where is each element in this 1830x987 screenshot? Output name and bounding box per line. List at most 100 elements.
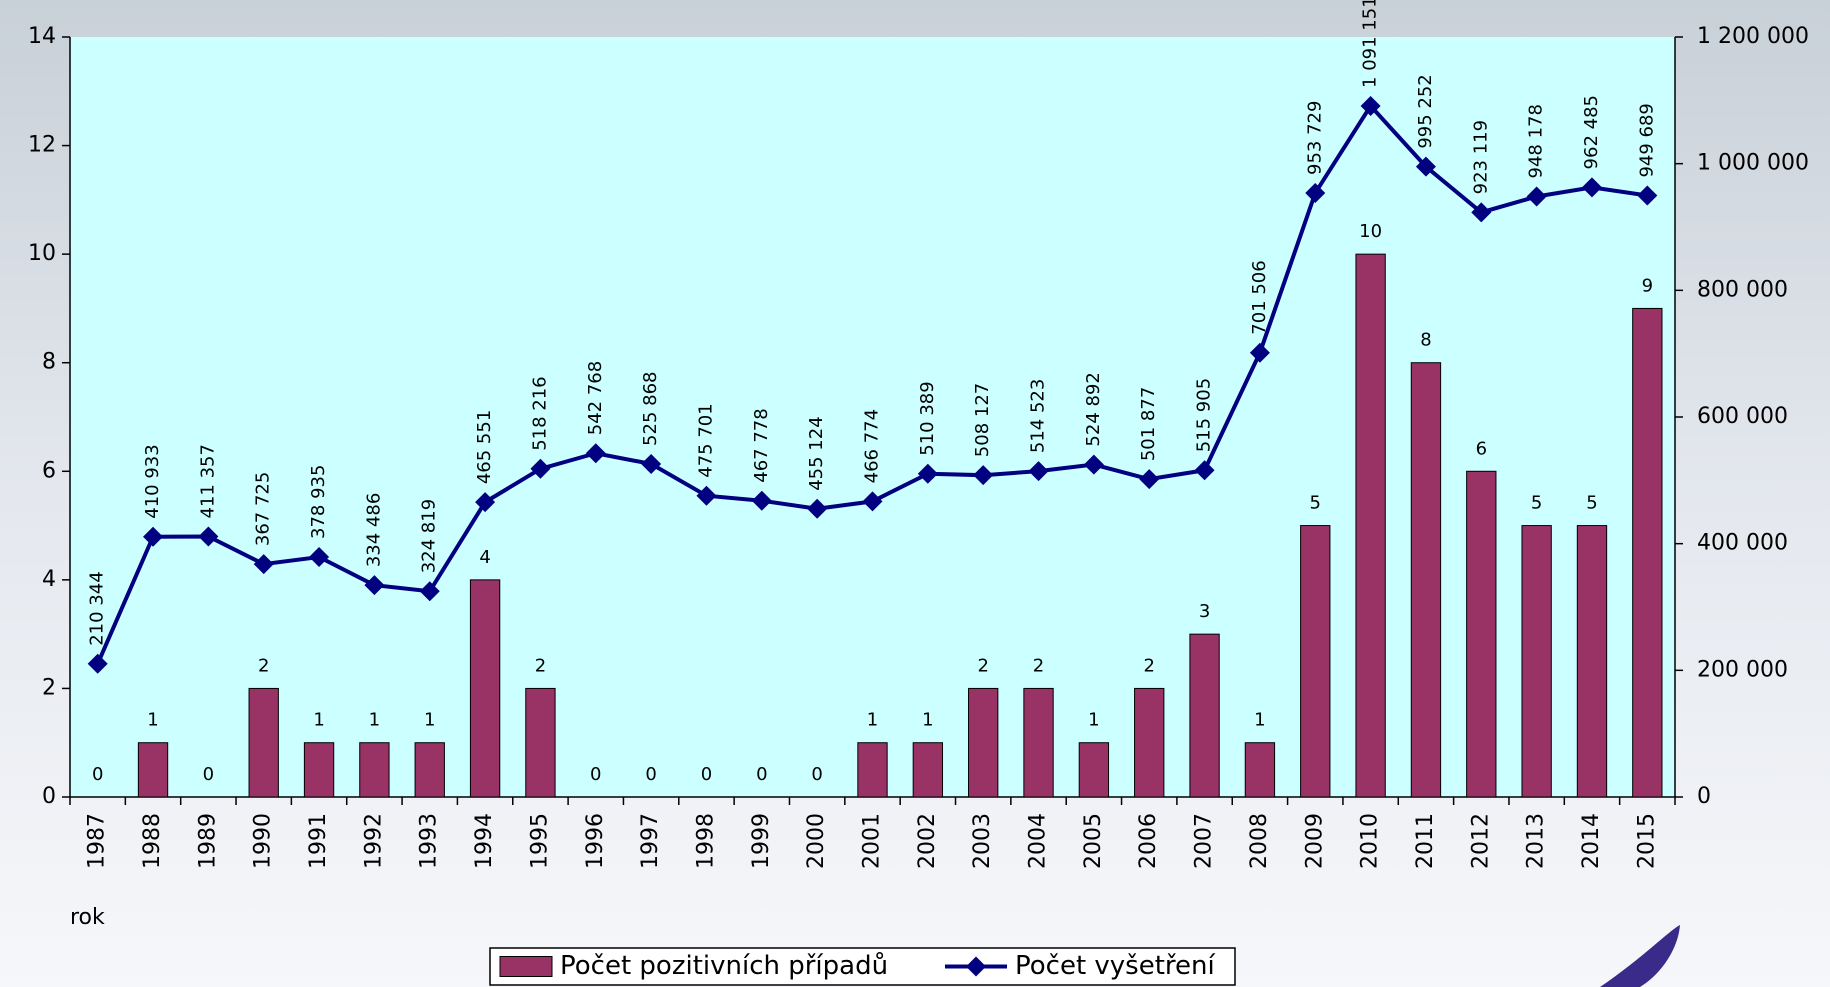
legend-box <box>489 947 1236 986</box>
x-tick-label: 2015 <box>1634 813 1659 869</box>
legend-swatch <box>499 956 553 977</box>
line-value-label: 962 485 <box>1581 95 1602 169</box>
x-tick-label: 2007 <box>1192 813 1217 869</box>
bar-value-label: 0 <box>590 764 601 785</box>
x-tick-label: 1991 <box>306 813 331 869</box>
bar-value-label: 9 <box>1642 275 1653 296</box>
bar <box>1521 525 1552 798</box>
line-value-label: 411 357 <box>197 444 218 518</box>
bar-value-label: 1 <box>424 710 435 731</box>
y2-tick-label: 1 000 000 <box>1697 151 1809 176</box>
line-value-label: 1 091 151 <box>1360 0 1381 88</box>
x-tick-label: 1998 <box>693 813 718 869</box>
y-tick-label: 6 <box>42 458 56 483</box>
line-marker <box>475 492 496 513</box>
bar-value-label: 1 <box>922 710 933 731</box>
bar-value-label: 8 <box>1420 330 1431 351</box>
bar-value-label: 0 <box>811 764 822 785</box>
line-value-label: 542 768 <box>585 361 606 435</box>
y-tick-label: 12 <box>28 133 56 158</box>
bar-value-label: 2 <box>977 655 988 676</box>
line-value-label: 501 877 <box>1138 387 1159 461</box>
line-marker <box>1139 469 1160 490</box>
line-value-label: 953 729 <box>1304 101 1325 175</box>
line-value-label: 948 178 <box>1526 104 1547 178</box>
y-tick-label: 8 <box>42 350 56 375</box>
bar <box>1576 525 1608 798</box>
x-tick-label: 2013 <box>1524 813 1549 869</box>
line-marker <box>309 547 330 568</box>
bar <box>1355 253 1386 798</box>
x-tick-label: 2005 <box>1081 813 1106 869</box>
line-marker <box>1083 454 1104 475</box>
bar-value-label: 2 <box>258 655 269 676</box>
x-axis-label: rok <box>70 905 105 930</box>
y2-tick-label: 1 200 000 <box>1697 24 1809 49</box>
y-tick-label: 0 <box>42 784 56 809</box>
line-value-label: 514 523 <box>1028 379 1049 453</box>
x-tick-label: 2010 <box>1358 813 1383 869</box>
x-tick-label: 1993 <box>417 813 442 869</box>
bar-value-label: 2 <box>1143 655 1154 676</box>
x-tick-label: 2001 <box>860 813 885 869</box>
line-marker <box>1028 461 1049 482</box>
line-marker <box>696 485 717 506</box>
y-tick-label: 14 <box>28 24 56 49</box>
line-value-label: 378 935 <box>308 465 329 539</box>
line-marker <box>253 554 274 575</box>
x-tick-label: 1992 <box>361 813 386 869</box>
line-marker <box>862 491 883 512</box>
line-value-label: 515 905 <box>1194 378 1215 452</box>
bar-value-label: 1 <box>1254 710 1265 731</box>
bar <box>1134 687 1165 798</box>
y-tick-label: 10 <box>28 241 56 266</box>
line-marker <box>917 463 938 484</box>
line-value-label: 701 506 <box>1249 260 1270 334</box>
bar-value-label: 0 <box>756 764 767 785</box>
x-tick-label: 2011 <box>1413 813 1438 869</box>
bar-value-label: 0 <box>203 764 214 785</box>
x-tick-label: 1995 <box>527 813 552 869</box>
bar <box>1244 742 1276 798</box>
line-value-label: 525 868 <box>640 372 661 446</box>
line-value-label: 518 216 <box>529 376 550 450</box>
y-tick-label: 2 <box>42 675 56 700</box>
bar <box>968 687 999 798</box>
y2-tick-label: 800 000 <box>1697 277 1788 302</box>
bar-value-label: 1 <box>867 710 878 731</box>
line-marker <box>751 490 772 511</box>
line-value-label: 455 124 <box>806 416 827 490</box>
y2-tick-label: 200 000 <box>1697 657 1788 682</box>
line-value-label: 324 819 <box>419 499 440 573</box>
y2-tick-label: 0 <box>1697 784 1711 809</box>
line-marker <box>364 575 385 596</box>
bar <box>1189 633 1220 798</box>
line-value-label: 510 389 <box>917 381 938 455</box>
line-marker <box>973 465 994 486</box>
bar <box>1300 525 1331 798</box>
bar-value-label: 6 <box>1476 438 1487 459</box>
bar <box>1023 687 1054 798</box>
line-marker <box>1526 186 1547 207</box>
line-marker <box>1194 460 1215 481</box>
x-tick-label: 2002 <box>915 813 940 869</box>
x-tick-label: 1987 <box>85 813 110 869</box>
y2-tick-label: 400 000 <box>1697 531 1788 556</box>
x-tick-label: 2014 <box>1579 813 1604 869</box>
line-value-label: 465 551 <box>474 410 495 484</box>
line-marker <box>530 458 551 479</box>
line-marker <box>1360 95 1381 116</box>
bar-value-label: 5 <box>1310 493 1321 514</box>
line-marker <box>585 443 606 464</box>
line-value-label: 524 892 <box>1083 372 1104 446</box>
x-tick-label: 2000 <box>804 813 829 869</box>
line-marker <box>1249 342 1270 363</box>
bar-value-label: 2 <box>1033 655 1044 676</box>
line-marker <box>198 526 219 547</box>
bar <box>1632 307 1663 798</box>
line-marker <box>1581 177 1602 198</box>
line-marker <box>641 453 662 474</box>
y2-tick-label: 600 000 <box>1697 404 1788 429</box>
bar-value-label: 5 <box>1586 493 1597 514</box>
bar-value-label: 1 <box>369 710 380 731</box>
